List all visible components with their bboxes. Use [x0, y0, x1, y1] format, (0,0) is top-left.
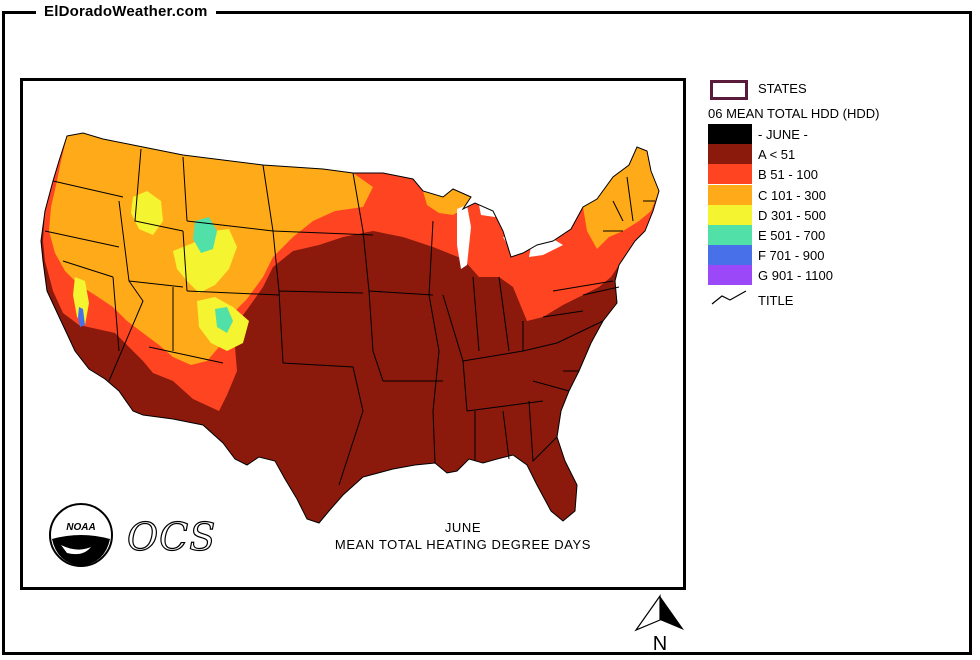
- zone-e-colorado: [215, 307, 233, 333]
- legend-swatch: [708, 124, 752, 144]
- legend-class-row: E 501 - 700: [706, 225, 976, 245]
- legend-states-label: STATES: [758, 81, 807, 96]
- noaa-emblem: NOAA: [49, 503, 113, 567]
- legend-swatch: [708, 185, 752, 205]
- legend-class-row: - JUNE -: [706, 124, 976, 144]
- site-title: ElDoradoWeather.com: [36, 3, 216, 20]
- ocs-logo: OCS: [126, 514, 217, 559]
- states-swatch: [710, 80, 748, 100]
- legend-swatch: [708, 225, 752, 245]
- legend-class-label: B 51 - 100: [758, 167, 818, 182]
- legend-class-label: A < 51: [758, 147, 796, 162]
- legend-heading: 06 MEAN TOTAL HDD (HDD): [708, 106, 880, 121]
- zone-d-sierra: [73, 277, 89, 325]
- outer-frame: [2, 11, 972, 655]
- us-hdd-map: [40, 132, 660, 524]
- legend-title-label: TITLE: [758, 293, 794, 308]
- legend-class-label: C 101 - 300: [758, 188, 826, 203]
- legend-swatch: [708, 245, 752, 265]
- legend-class-row: B 51 - 100: [706, 164, 976, 184]
- zone-e-wyoming: [193, 217, 217, 253]
- legend-states-row: STATES: [706, 78, 976, 100]
- map-caption: JUNE MEAN TOTAL HEATING DEGREE DAYS: [303, 519, 623, 553]
- legend-swatch: [708, 144, 752, 164]
- north-label: N: [653, 633, 667, 654]
- zone-f-sierra: [78, 307, 85, 327]
- map-panel: NOAA OCS JUNE MEAN TOTAL HEATING DEGREE …: [20, 78, 686, 590]
- zone-d-idaho: [131, 191, 163, 235]
- state-boundaries: [40, 132, 660, 524]
- legend-swatch: [708, 205, 752, 225]
- map-subtitle: MEAN TOTAL HEATING DEGREE DAYS: [334, 537, 592, 552]
- zone-d-rockies: [173, 229, 237, 293]
- noaa-wordmark: NOAA: [66, 522, 95, 533]
- legend-class-label: D 301 - 500: [758, 208, 826, 223]
- legend-class-row: G 901 - 1100: [706, 265, 976, 285]
- legend-class-row: C 101 - 300: [706, 185, 976, 205]
- legend-class-row: F 701 - 900: [706, 245, 976, 265]
- legend-title-row: TITLE: [706, 290, 976, 310]
- legend-class-label: F 701 - 900: [758, 248, 825, 263]
- legend-class-row: A < 51: [706, 144, 976, 164]
- legend-class-row: D 301 - 500: [706, 205, 976, 225]
- legend-swatch: [708, 265, 752, 285]
- great-lakes: [457, 199, 563, 269]
- north-arrow: N: [632, 592, 688, 659]
- zone-c-northeast: [583, 147, 659, 249]
- title-line-icon: [711, 290, 747, 305]
- map-month: JUNE: [444, 520, 482, 535]
- legend-class-label: G 901 - 1100: [758, 268, 833, 283]
- legend-class-label: E 501 - 700: [758, 228, 826, 243]
- legend-class-label: - JUNE -: [758, 127, 808, 142]
- legend-swatch: [708, 164, 752, 184]
- north-arrow-icon: N: [634, 594, 684, 655]
- noaa-bird: [61, 545, 91, 555]
